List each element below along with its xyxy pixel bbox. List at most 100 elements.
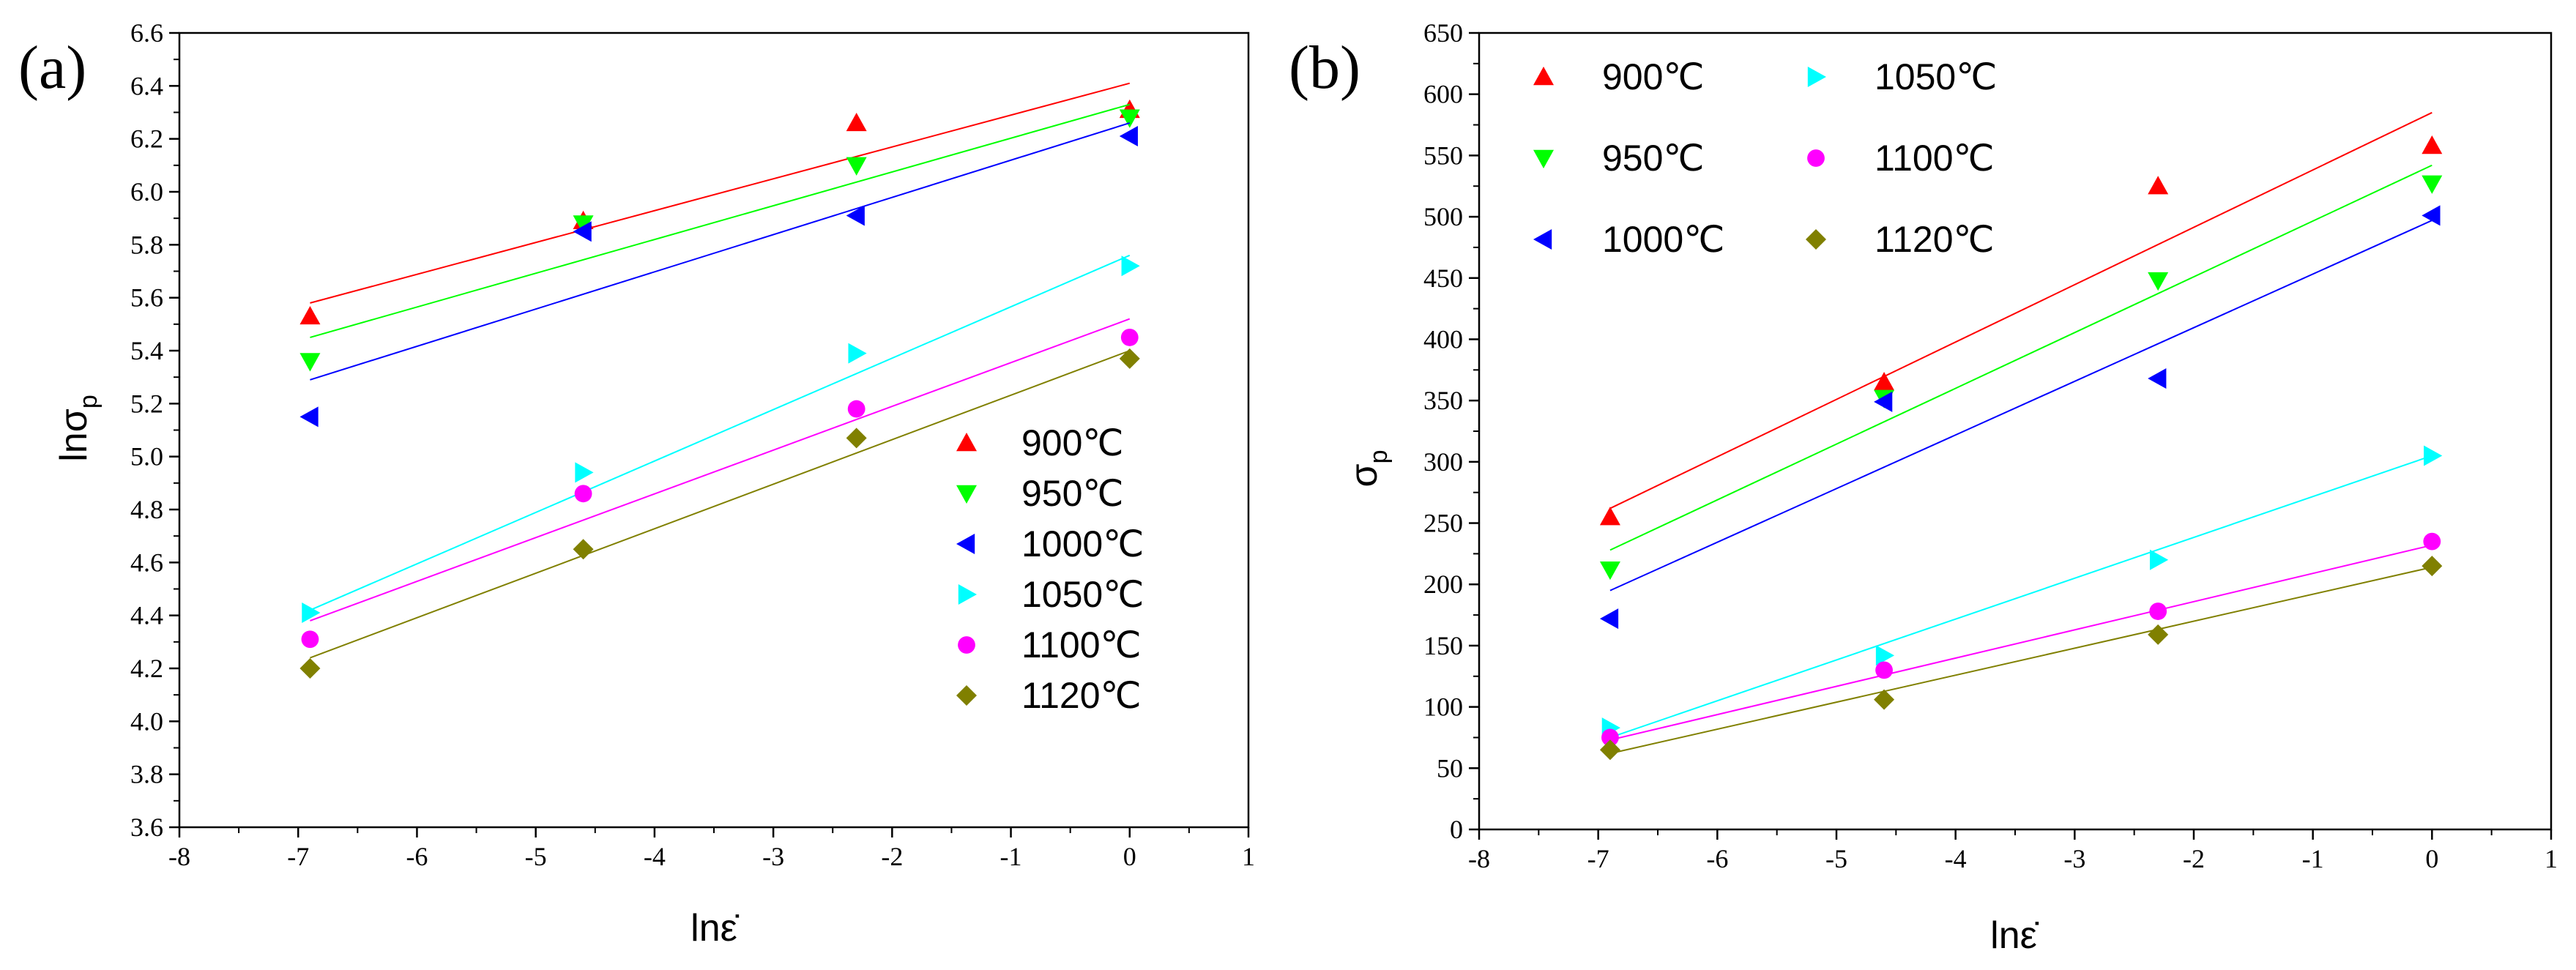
panel-b-ytick-label: 300 (1423, 447, 1463, 477)
panel-a-y-axis-label: lnσp (53, 395, 103, 462)
panel-b-point-900c (2148, 176, 2169, 195)
panel-b-point-1120c (1874, 689, 1895, 710)
panel-b-legend-label-1120c: 1120℃ (1875, 219, 1995, 260)
panel-a-xtick-label: 1 (1242, 842, 1255, 871)
panel-a-legend-label-1000c: 1000℃ (1021, 523, 1144, 564)
panel-b-point-900c (1599, 507, 1620, 526)
panel-a-xtick-label: -6 (406, 842, 428, 871)
panel-a-point-1000c (573, 221, 592, 242)
panel-b-legend-label-1100c: 1100℃ (1875, 138, 1995, 179)
panel-b-fit-line-900c (1609, 111, 2432, 510)
panel-a-ytick-label: 5.0 (130, 442, 163, 471)
panel-b-ytick-label: 400 (1423, 324, 1463, 354)
panel-a-point-1120c (573, 539, 594, 560)
panel-b-xtick-label: -8 (1468, 844, 1490, 873)
panel-a-x-axis-label: lnε̇ (690, 907, 740, 950)
panel-a-point-1000c (846, 205, 865, 226)
panel-b-point-1000c (2421, 205, 2441, 226)
panel-a-legend-marker-1000c (956, 534, 975, 554)
panel-a-fit-line-1100c (310, 318, 1131, 622)
panel-a-ytick-label: 5.4 (130, 336, 163, 365)
panel-b-ytick-label: 650 (1423, 18, 1463, 48)
panel-a-xtick-label: -7 (287, 842, 309, 871)
panel-b-point-1100c (1601, 728, 1619, 747)
panel-b-point-1120c (1599, 739, 1620, 761)
panel-a-ytick-label: 5.2 (130, 389, 163, 418)
panel-a-ytick-label: 4.4 (130, 601, 163, 630)
panel-a-fit-line-1120c (310, 350, 1131, 659)
panel-a-point-1100c (301, 630, 319, 649)
panel-a-point-1000c (1119, 126, 1138, 147)
panel-b-point-1000c (1599, 608, 1619, 630)
panel-a-point-1120c (1119, 348, 1140, 369)
panel-b-fit-line-1120c (1609, 566, 2432, 755)
panel-a-fit-line-1000c (310, 122, 1131, 381)
panel-a-ytick-label: 6.0 (130, 177, 163, 206)
panel-a-point-1050c (848, 343, 867, 364)
panel-a-ytick-label: 3.6 (130, 813, 163, 842)
panel-b-legend-label-1050c: 1050℃ (1875, 56, 1997, 97)
panel-b-point-950c (2421, 175, 2443, 194)
panel-b-fit-line-1050c (1609, 455, 2432, 739)
panel-b-xtick-label: -4 (1945, 844, 1967, 873)
panel-a-ytick-label: 6.6 (130, 18, 163, 48)
panel-b-ytick-label: 50 (1437, 753, 1463, 783)
panel-a-xtick-label: -5 (525, 842, 547, 871)
panel-a-xtick-label: -2 (881, 842, 903, 871)
panel-b-legend-label-1000c: 1000℃ (1602, 219, 1724, 260)
panel-a-point-1100c (1120, 329, 1139, 346)
panel-a-legend-marker-900c (956, 433, 977, 452)
panel-b-point-1050c (2150, 549, 2169, 570)
panel-a-fit-line-900c (310, 82, 1131, 304)
panel-b-point-1000c (1874, 391, 1893, 412)
panel-b-point-950c (2148, 272, 2169, 291)
panel-b-point-900c (2421, 135, 2443, 154)
panel-b-ytick-label: 350 (1423, 386, 1463, 415)
panel-b-fit-line-950c (1609, 164, 2432, 551)
panel-a-legend-label-1120c: 1120℃ (1021, 675, 1142, 716)
panel-a-point-950c (1119, 109, 1140, 128)
panel-b-legend-marker-950c (1533, 149, 1554, 168)
panel-b-legend-marker-1000c (1533, 229, 1552, 250)
panel-b-y-axis-label: σp (1343, 449, 1393, 487)
panel-b-legend-marker-1120c (1806, 229, 1826, 250)
panel-b-legend-marker-1050c (1807, 67, 1826, 87)
panel-b-x-axis-label: lnε̇ (1990, 914, 2039, 957)
panel-b-legend-label-950c: 950℃ (1602, 138, 1705, 179)
panel-b-point-900c (1874, 372, 1895, 391)
panel-a-legend-marker-1050c (958, 584, 977, 605)
panel-b-point-1050c (2424, 445, 2443, 466)
panel-b-xtick-label: -5 (1825, 844, 1847, 873)
panel-a-legend: 900℃ 950℃ 1000℃ 1050℃ 1100℃ 1120℃ (956, 422, 1144, 716)
panel-b-xtick-label: -3 (2063, 844, 2085, 873)
panel-a-ytick-label: 5.8 (130, 230, 163, 259)
panel-b-ytick-label: 150 (1423, 631, 1463, 660)
panel-a-legend-label-1050c: 1050℃ (1021, 574, 1144, 615)
panel-a-point-900c (299, 305, 321, 325)
panel-b-xtick-label: -1 (2302, 844, 2324, 873)
panel-a-ytick-label: 3.8 (130, 760, 163, 789)
panel-a-point-1100c (847, 400, 866, 418)
panel-a-legend-marker-950c (956, 485, 977, 504)
panel-b-point-1000c (2148, 368, 2167, 389)
chart-panel-a: -8 -7 -6 -5 -4 -3 -2 -1 0 1 3.6 3.8 4.0 4.2 4.4 4.6 4.8 5… (18, 18, 1255, 950)
panel-b-ytick-label: 250 (1423, 509, 1463, 538)
panel-a-ytick-label: 6.2 (130, 124, 163, 154)
panel-a-xtick-label: -3 (762, 842, 784, 871)
panel-b-xtick-label: -2 (2183, 844, 2205, 873)
panel-b-xtick-label: 0 (2425, 844, 2438, 873)
panel-b-fit-line-1100c (1609, 544, 2432, 741)
panel-a-legend-label-1100c: 1100℃ (1021, 624, 1142, 665)
panel-a-legend-marker-1120c (956, 685, 977, 706)
panel-b-ytick-label: 0 (1450, 815, 1463, 844)
panel-a-fit-line-1050c (310, 254, 1131, 611)
panel-b-ytick-label: 200 (1423, 570, 1463, 599)
panel-b-point-1100c (1875, 661, 1893, 679)
panel-a-point-950c (299, 353, 321, 372)
panel-b-xtick-label: 1 (2545, 844, 2558, 873)
panel-a-point-1120c (299, 658, 321, 679)
panel-b-xtick-label: -7 (1587, 844, 1609, 873)
panel-a-xtick-label: -4 (644, 842, 666, 871)
panel-b-point-950c (1599, 561, 1620, 581)
